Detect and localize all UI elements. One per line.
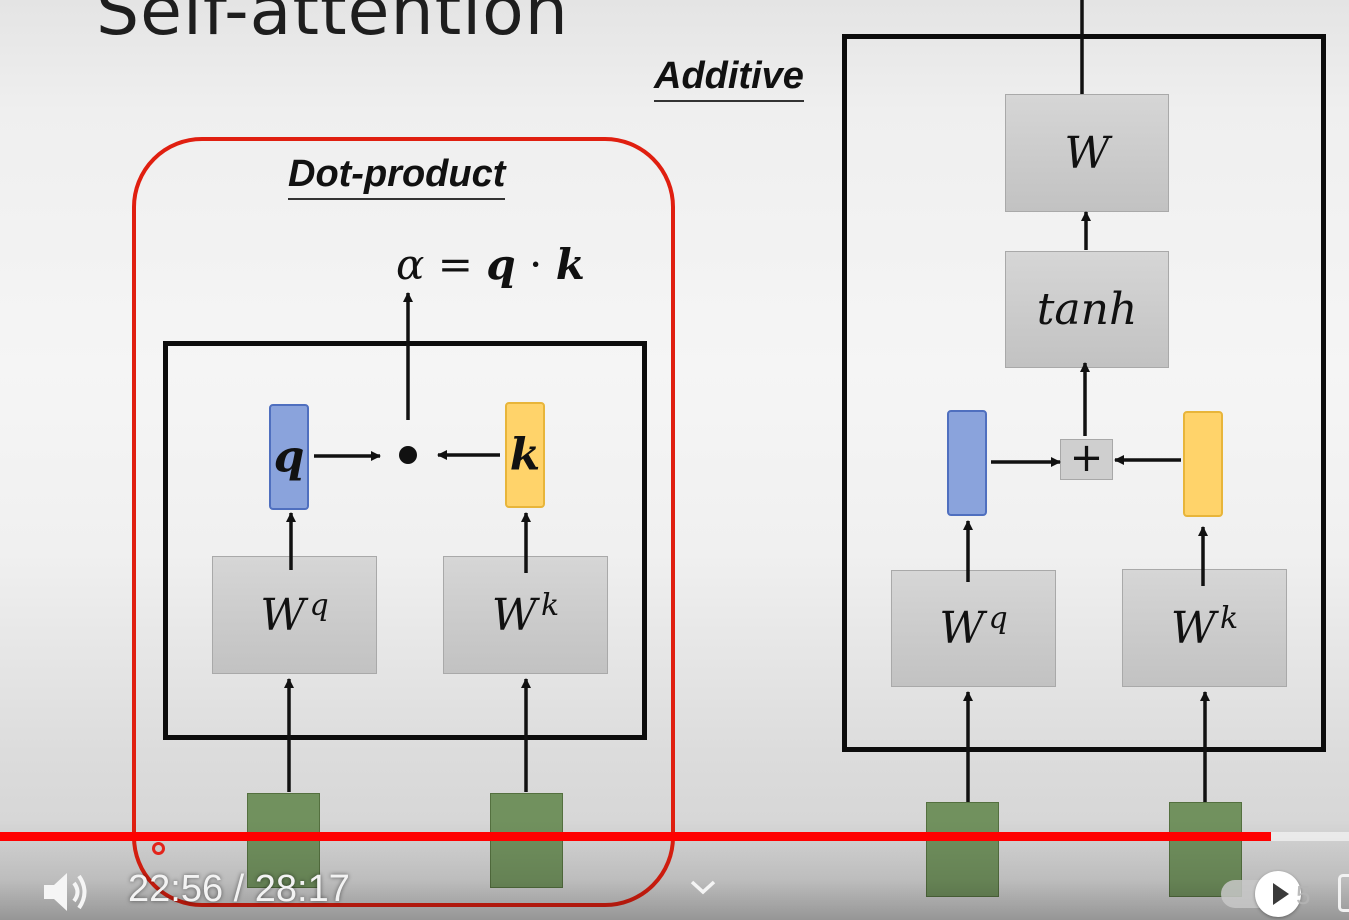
additive-wq-base: W <box>939 603 985 654</box>
autoplay-toggle[interactable] <box>1221 870 1305 918</box>
current-time: 22:56 <box>128 868 224 910</box>
dot-wq-superscript: q <box>309 587 329 623</box>
time-separator: / <box>223 868 255 910</box>
subtitles-icon[interactable] <box>1338 874 1349 912</box>
progress-bar[interactable] <box>0 832 1349 841</box>
dot-wq-base: W <box>260 589 306 641</box>
additive-input-vector-right <box>1169 802 1242 897</box>
dot-wk-superscript: k <box>541 587 560 623</box>
dot-product-module-box <box>163 341 647 740</box>
additive-wk-superscript: k <box>1220 600 1239 636</box>
additive-input-vector-left <box>926 802 999 897</box>
chevron-down-icon[interactable] <box>688 876 718 898</box>
time-display: 22:56 / 28:17 <box>128 868 350 911</box>
equation-k: k <box>555 240 585 289</box>
additive-query-vector <box>947 410 987 516</box>
toggle-extra-text: 5 <box>1296 880 1311 910</box>
query-vector: q <box>269 404 309 510</box>
tanh-label: tanh <box>1036 284 1138 335</box>
equation-q: q <box>486 240 516 289</box>
dot-product-heading: Dot-product <box>288 153 506 200</box>
dot-product-highlight-frame <box>132 137 675 907</box>
alpha-symbol: α <box>396 240 425 289</box>
dot-wk-base: W <box>491 589 538 641</box>
additive-wk-base: W <box>1170 602 1217 654</box>
key-vector: k <box>505 402 545 508</box>
query-vector-label: q <box>273 431 305 483</box>
additive-w-box: W <box>1005 94 1169 212</box>
progress-played <box>0 832 1271 841</box>
additive-wq-superscript: q <box>988 601 1008 636</box>
plus-operator: + <box>1060 438 1113 480</box>
key-vector-label: k <box>509 429 541 481</box>
autoplay-toggle-icon <box>1255 871 1301 917</box>
volume-icon[interactable] <box>40 868 92 916</box>
additive-w-label: W <box>1064 127 1110 179</box>
equation-dot-operator: · <box>529 240 543 289</box>
equals-sign: = <box>437 240 473 289</box>
progress-scrubber-knob[interactable] <box>152 842 165 855</box>
dot-product-operator <box>399 446 417 464</box>
additive-module-box <box>842 34 1326 752</box>
additive-heading: Additive <box>654 55 804 102</box>
tanh-box: tanh <box>1005 251 1169 368</box>
slide-title: Self-attention <box>96 0 569 51</box>
dot-product-equation: α = q · k <box>396 240 585 289</box>
video-duration: 28:17 <box>254 868 350 910</box>
additive-key-vector <box>1183 411 1223 517</box>
